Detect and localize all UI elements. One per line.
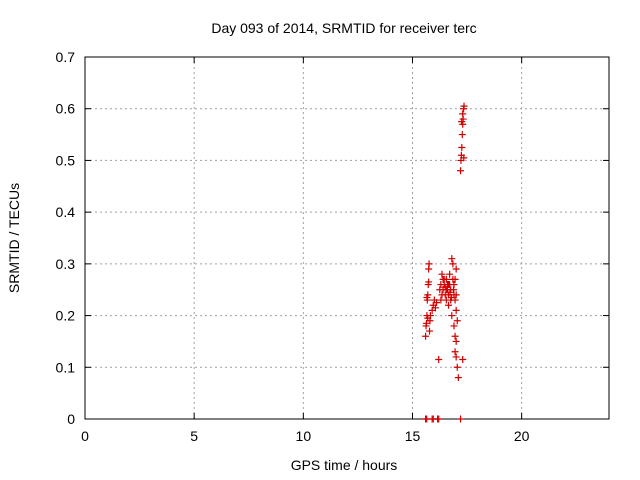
data-point xyxy=(449,260,457,268)
data-point xyxy=(457,167,465,175)
plot-frame xyxy=(84,56,610,420)
data-point xyxy=(433,299,441,307)
y-tick-label: 0.1 xyxy=(56,359,76,375)
x-tick-label: 15 xyxy=(405,428,421,444)
data-point xyxy=(454,374,462,382)
data-point xyxy=(457,415,465,423)
data-point xyxy=(435,356,443,364)
data-point xyxy=(438,270,446,278)
data-point xyxy=(458,131,466,139)
y-tick-label: 0.2 xyxy=(56,308,76,324)
grid xyxy=(85,57,609,419)
data-point xyxy=(445,281,453,289)
data-point xyxy=(425,278,433,286)
data-point xyxy=(442,286,450,294)
data-point xyxy=(452,291,460,299)
data-point xyxy=(453,317,461,325)
data-point xyxy=(452,265,460,273)
y-tick-label: 0.3 xyxy=(56,256,76,272)
data-point xyxy=(440,275,448,283)
data-point xyxy=(425,260,433,268)
data-point xyxy=(431,304,439,312)
y-tick-label: 0.6 xyxy=(56,101,76,117)
data-point xyxy=(448,312,456,320)
y-axis-label: SRMTID / TECUs xyxy=(6,183,22,293)
data-point xyxy=(451,296,459,304)
x-tick-label: 20 xyxy=(514,428,530,444)
x-tick-label: 5 xyxy=(190,428,198,444)
data-point xyxy=(453,363,461,371)
y-tick-label: 0.4 xyxy=(56,204,76,220)
data-point xyxy=(459,356,467,364)
data-point xyxy=(435,415,443,423)
data-point xyxy=(446,270,454,278)
data-point xyxy=(424,314,432,322)
y-tick-label: 0 xyxy=(67,411,75,427)
data-point xyxy=(451,348,459,356)
data-point xyxy=(460,154,468,162)
chart-title: Day 093 of 2014, SRMTID for receiver ter… xyxy=(211,20,476,36)
data-point xyxy=(426,327,434,335)
x-tick-label: 0 xyxy=(81,428,89,444)
y-tick-label: 0.5 xyxy=(56,152,76,168)
axis-ticks: 0 5 10 15 20 0 0.1 0.2 0.3 0.4 0.5 0.6 0.7 xyxy=(56,49,609,444)
data-point xyxy=(452,337,460,345)
data-point xyxy=(458,118,466,126)
data-points xyxy=(422,102,468,423)
data-point xyxy=(422,332,430,340)
data-point xyxy=(452,353,460,361)
data-point xyxy=(450,286,458,294)
data-point xyxy=(452,306,460,314)
x-tick-label: 10 xyxy=(296,428,312,444)
data-point xyxy=(458,144,466,151)
data-point xyxy=(450,322,458,330)
data-point xyxy=(451,332,459,340)
data-point xyxy=(451,275,459,283)
data-point xyxy=(448,255,456,263)
x-axis-label: GPS time / hours xyxy=(291,457,398,473)
data-point xyxy=(423,293,431,301)
data-point xyxy=(445,301,453,309)
y-tick-label: 0.7 xyxy=(56,49,76,65)
data-point xyxy=(447,293,455,301)
data-point xyxy=(460,102,468,110)
data-point xyxy=(459,110,467,118)
